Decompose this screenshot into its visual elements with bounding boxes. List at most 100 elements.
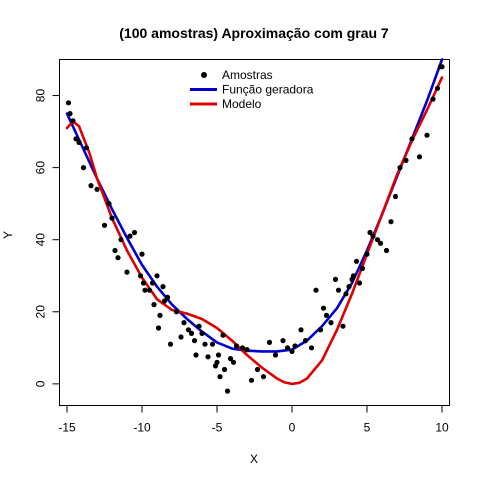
sample-point: [328, 320, 333, 325]
sample-point: [354, 259, 359, 264]
sample-point: [178, 334, 183, 339]
sample-point: [378, 241, 383, 246]
sample-point: [321, 306, 326, 311]
sample-point: [273, 352, 278, 357]
sample-point: [388, 219, 393, 224]
sample-point: [336, 288, 341, 293]
sample-point: [430, 97, 435, 102]
sample-point: [438, 64, 443, 69]
sample-point: [174, 309, 179, 314]
sample-point: [199, 331, 204, 336]
sample-point: [249, 378, 254, 383]
legend-label: Função geradora: [222, 83, 314, 97]
sample-point: [168, 342, 173, 347]
y-axis-label: Y: [1, 231, 15, 239]
sample-point: [360, 266, 365, 271]
sample-point: [66, 100, 71, 105]
sample-point: [397, 165, 402, 170]
sample-point: [343, 291, 348, 296]
sample-point: [303, 338, 308, 343]
sample-point: [216, 352, 221, 357]
sample-point: [118, 237, 123, 242]
legend-label: Modelo: [222, 97, 262, 111]
sample-point: [289, 349, 294, 354]
sample-point: [210, 342, 215, 347]
sample-point: [88, 183, 93, 188]
sample-point: [217, 374, 222, 379]
x-tick-label: 10: [435, 421, 449, 435]
sample-point: [106, 201, 111, 206]
sample-point: [313, 288, 318, 293]
y-tick-label: 40: [34, 233, 48, 247]
sample-point: [81, 165, 86, 170]
sample-point: [424, 133, 429, 138]
sample-point: [150, 280, 155, 285]
sample-point: [156, 325, 161, 330]
sample-point: [370, 234, 375, 239]
sample-point: [142, 288, 147, 293]
sample-point: [76, 140, 81, 145]
sample-point: [205, 354, 210, 359]
sample-point: [165, 295, 170, 300]
sample-point: [220, 333, 225, 338]
sample-point: [285, 345, 290, 350]
sample-point: [193, 352, 198, 357]
legend-marker-samples: [201, 72, 207, 78]
sample-point: [202, 342, 207, 347]
sample-point: [231, 360, 236, 365]
sample-point: [435, 86, 440, 91]
y-tick-label: 0: [34, 380, 48, 387]
x-axis-label: X: [250, 452, 258, 466]
sample-point: [393, 194, 398, 199]
y-tick-label: 20: [34, 305, 48, 319]
sample-point: [222, 367, 227, 372]
sample-point: [70, 118, 75, 123]
x-tick-label: -10: [133, 421, 151, 435]
sample-point: [154, 273, 159, 278]
legend-label: Amostras: [222, 68, 273, 82]
sample-point: [409, 136, 414, 141]
sample-point: [234, 343, 239, 348]
sample-point: [132, 230, 137, 235]
sample-point: [127, 234, 132, 239]
sample-point: [298, 327, 303, 332]
sample-point: [280, 338, 285, 343]
sample-point: [340, 324, 345, 329]
sample-point: [255, 367, 260, 372]
sample-point: [151, 302, 156, 307]
sample-point: [384, 248, 389, 253]
sample-point: [244, 347, 249, 352]
sample-point: [346, 284, 351, 289]
sample-point: [109, 216, 114, 221]
sample-point: [214, 360, 219, 365]
sample-point: [138, 273, 143, 278]
y-tick-label: 60: [34, 161, 48, 175]
y-tick-label: 80: [34, 89, 48, 103]
sample-point: [67, 111, 72, 116]
sample-point: [357, 280, 362, 285]
sample-point: [124, 270, 129, 275]
sample-point: [157, 313, 162, 318]
sample-point: [189, 331, 194, 336]
sample-point: [196, 324, 201, 329]
sample-point: [292, 343, 297, 348]
sample-point: [309, 345, 314, 350]
sample-point: [333, 277, 338, 282]
sample-point: [364, 252, 369, 257]
sample-point: [112, 248, 117, 253]
sample-point: [94, 187, 99, 192]
sample-point: [417, 154, 422, 159]
sample-point: [240, 345, 245, 350]
x-tick-label: -15: [58, 421, 76, 435]
sample-point: [115, 255, 120, 260]
sample-point: [351, 273, 356, 278]
sample-point: [267, 340, 272, 345]
sample-point: [102, 223, 107, 228]
sample-point: [84, 145, 89, 150]
chart-title: (100 amostras) Aproximação com grau 7: [119, 25, 389, 41]
sample-point: [324, 313, 329, 318]
sample-point: [225, 389, 230, 394]
x-tick-label: 5: [364, 421, 371, 435]
sample-point: [139, 252, 144, 257]
